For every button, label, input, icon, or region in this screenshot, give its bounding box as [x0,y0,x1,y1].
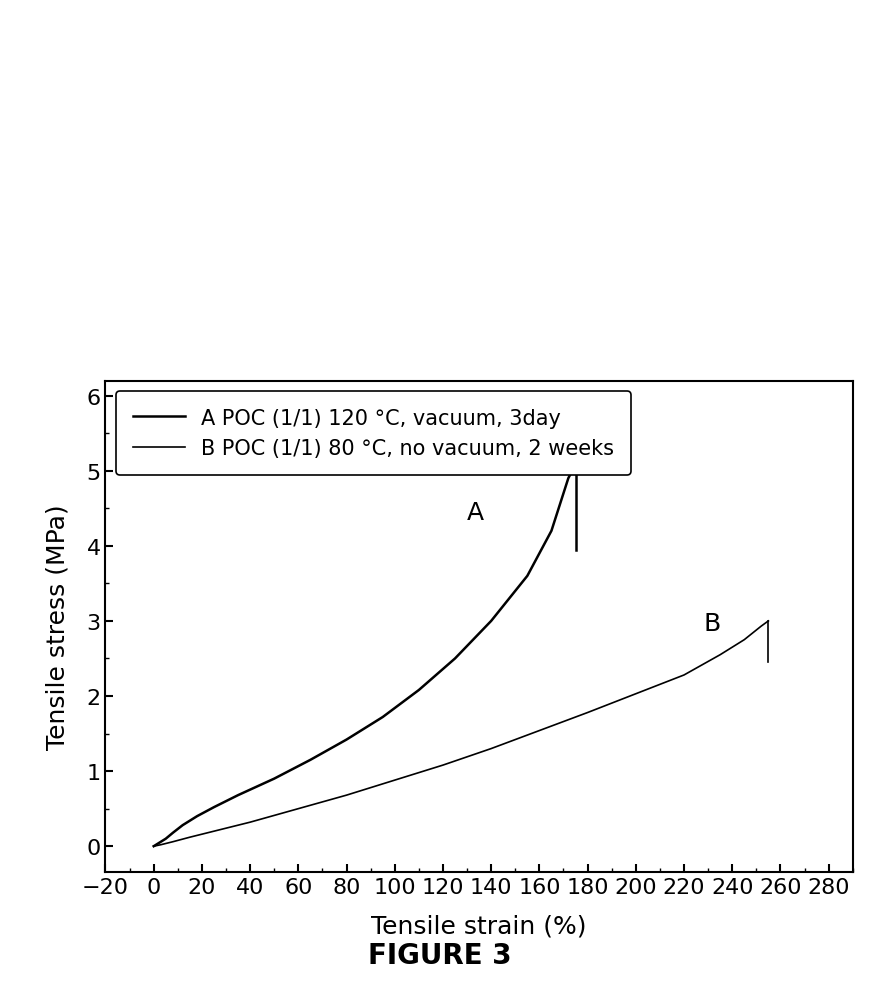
Y-axis label: Tensile stress (MPa): Tensile stress (MPa) [46,505,69,749]
Legend: A POC (1/1) 120 °C, vacuum, 3day, B POC (1/1) 80 °C, no vacuum, 2 weeks: A POC (1/1) 120 °C, vacuum, 3day, B POC … [116,391,631,475]
Text: B: B [703,611,721,635]
Text: FIGURE 3: FIGURE 3 [367,941,512,969]
X-axis label: Tensile strain (%): Tensile strain (%) [371,914,587,938]
Text: A: A [467,500,484,525]
